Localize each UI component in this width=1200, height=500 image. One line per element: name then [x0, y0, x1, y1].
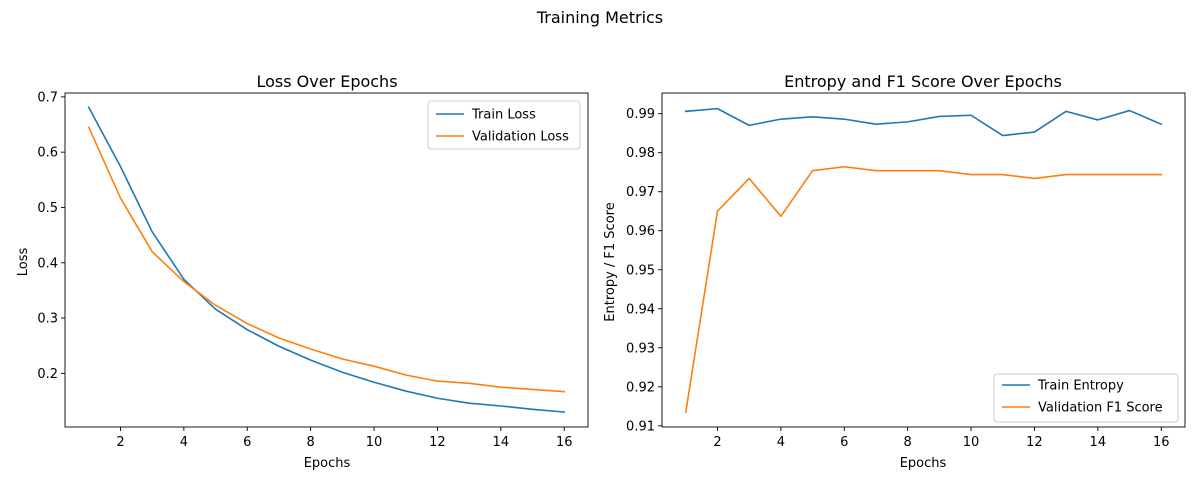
entropy-f1-legend: Train Entropy Validation F1 Score: [993, 373, 1179, 423]
entropy-f1-y-tick-label: 0.98: [626, 146, 655, 161]
loss-legend: Train Loss Validation Loss: [427, 100, 581, 150]
entropy-f1-y-tick-label: 0.92: [626, 380, 655, 395]
loss-y-tick-label: 0.3: [37, 312, 58, 327]
loss-y-tick-label: 0.6: [37, 146, 58, 161]
entropy-f1-x-tick-label: 4: [777, 435, 785, 450]
entropy-f1-y-tick-label: 0.97: [626, 185, 655, 200]
loss-y-tick-label: 0.4: [37, 256, 58, 271]
entropy-f1-x-tick-label: 8: [904, 435, 912, 450]
loss-x-tick-label: 8: [307, 435, 315, 450]
loss-x-tick-label: 2: [116, 435, 124, 450]
loss-x-tick-label: 14: [493, 435, 510, 450]
entropy-f1-x-axis-label: Epochs: [900, 456, 947, 471]
entropy-f1-panel: Entropy and F1 Score Over Epochs Epochs …: [603, 72, 1186, 471]
entropy-f1-legend-label-entropy: Train Entropy: [1037, 379, 1124, 394]
entropy-f1-legend-label-f1: Validation F1 Score: [1038, 401, 1163, 416]
entropy-f1-series-line-1: [684, 107, 1163, 137]
figure-title: Training Metrics: [536, 8, 663, 27]
entropy-f1-plot-area: 2 4 6 8 10 12 14 16 0.91 0.92 0.93 0.94 0.95 0.96 0.97…: [626, 92, 1186, 450]
loss-x-tick-label: 10: [366, 435, 383, 450]
loss-x-tick-label: 16: [556, 435, 573, 450]
loss-panel-title: Loss Over Epochs: [256, 72, 397, 91]
entropy-f1-x-tick-label: 12: [1026, 435, 1043, 450]
entropy-f1-y-tick-label: 0.91: [626, 419, 655, 434]
loss-series-line-1: [87, 106, 566, 413]
loss-x-tick-label: 6: [243, 435, 251, 450]
loss-legend-label-validation: Validation Loss: [472, 130, 569, 145]
loss-x-tick-label: 12: [429, 435, 446, 450]
entropy-f1-y-tick-label: 0.93: [626, 341, 655, 356]
entropy-f1-x-tick-label: 2: [713, 435, 721, 450]
entropy-f1-x-tick-label: 14: [1090, 435, 1107, 450]
loss-x-tick-label: 4: [180, 435, 188, 450]
loss-plot-area: 2 4 6 8 10 12 14 16 0.2 0.3 0.4 0.5 0.6 0.7: [37, 90, 589, 450]
loss-legend-label-train: Train Loss: [471, 108, 536, 123]
loss-y-tick-label: 0.2: [37, 367, 58, 382]
entropy-f1-x-tick-label: 16: [1153, 435, 1170, 450]
entropy-f1-y-tick-label: 0.99: [626, 107, 655, 122]
entropy-f1-y-tick-label: 0.94: [626, 302, 655, 317]
entropy-f1-axes-frame: [661, 92, 1186, 428]
entropy-f1-y-tick-label: 0.96: [626, 224, 655, 239]
entropy-f1-panel-title: Entropy and F1 Score Over Epochs: [784, 72, 1062, 91]
loss-y-tick-label: 0.5: [37, 201, 58, 216]
loss-y-tick-label: 0.7: [37, 90, 58, 105]
entropy-f1-series-line-2: [684, 165, 1163, 414]
loss-series-line-2: [87, 126, 566, 393]
loss-axes-frame: [64, 92, 589, 428]
entropy-f1-legend-box: [993, 373, 1179, 423]
loss-panel: Loss Over Epochs Epochs Loss 2 4 6 8 10 12 14 1…: [16, 72, 589, 471]
loss-legend-box: [427, 100, 581, 150]
entropy-f1-x-tick-label: 6: [840, 435, 848, 450]
entropy-f1-y-tick-label: 0.95: [626, 263, 655, 278]
loss-y-axis-label: Loss: [16, 248, 31, 277]
entropy-f1-x-tick-label: 10: [963, 435, 980, 450]
entropy-f1-y-axis-label: Entropy / F1 Score: [603, 202, 618, 321]
loss-x-axis-label: Epochs: [304, 456, 351, 471]
